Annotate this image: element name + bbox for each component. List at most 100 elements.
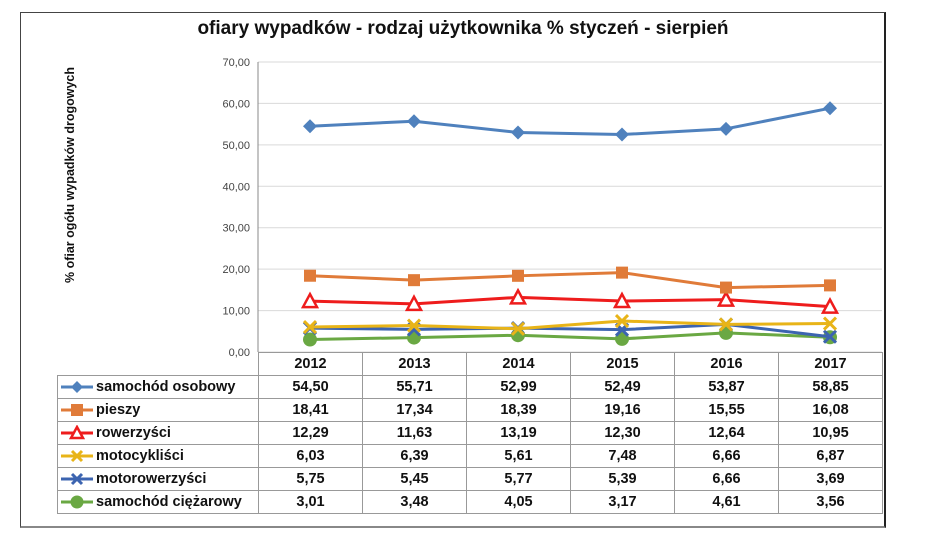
table-row: motocykliści 6,03 6,39 5,61 7,48 6,66 6,87	[57, 444, 883, 468]
data-label: 3,48	[362, 490, 467, 514]
legend-label: samochód ciężarowy	[96, 493, 242, 510]
legend-key-icon	[61, 425, 93, 440]
table-row: motorowerzyści 5,75 5,45 5,77 5,39 6,66 3,69	[57, 467, 883, 491]
data-label: 15,55	[674, 398, 779, 422]
data-point-rowerzyści	[716, 289, 736, 307]
table-header-row: 2012 2013 2014 2015 2016 2017	[58, 352, 883, 376]
y-tick-label: 50,00	[222, 140, 250, 152]
data-point-pieszy	[616, 266, 628, 279]
x-tick-label: 2016	[674, 352, 779, 376]
data-label: 3,01	[258, 490, 363, 514]
series-line-samochód-ciężarowy	[309, 331, 831, 342]
series-line-rowerzyści	[309, 295, 831, 309]
data-label: 5,39	[570, 467, 675, 491]
data-point-samochód-osobowy	[407, 114, 421, 129]
y-tick-label: 10,00	[222, 306, 250, 318]
data-label: 18,41	[258, 398, 363, 422]
table-row: samochód osobowy 54,50 55,71 52,99 52,49 53,8…	[57, 375, 883, 399]
data-label: 5,61	[466, 444, 571, 468]
data-point-samochód-osobowy	[719, 121, 733, 136]
data-point-samochód-ciężarowy	[615, 331, 629, 346]
data-label: 12,30	[570, 421, 675, 445]
data-label: 5,45	[362, 467, 467, 491]
chart-frame	[20, 12, 886, 528]
data-label: 6,66	[674, 444, 779, 468]
data-point-motocykliści	[718, 317, 734, 332]
table-row: pieszy 18,41 17,34 18,39 19,16 15,55 16,08	[57, 398, 883, 422]
data-point-rowerzyści	[820, 296, 840, 314]
legend-entry: samochód ciężarowy	[57, 490, 259, 514]
x-tick-label: 2015	[570, 352, 675, 376]
data-label: 13,19	[466, 421, 571, 445]
data-point-pieszy	[408, 274, 420, 287]
data-table: 2012 2013 2014 2015 2016 2017 samochód osobowy…	[57, 352, 883, 514]
data-point-motocykliści	[614, 313, 630, 329]
legend-entry: motocykliści	[57, 444, 259, 468]
data-label: 7,48	[570, 444, 675, 468]
y-tick-label: 0,00	[229, 347, 250, 359]
data-label: 52,99	[466, 375, 571, 399]
series-line-pieszy	[309, 271, 831, 290]
data-point-samochód-osobowy	[823, 101, 837, 116]
data-label: 6,03	[258, 444, 363, 468]
legend-key-icon	[61, 473, 93, 486]
data-point-motocykliści	[510, 321, 526, 336]
data-point-motocykliści	[302, 319, 318, 335]
y-tick-label: 40,00	[222, 181, 250, 193]
legend-key-icon	[61, 495, 93, 509]
data-label: 6,66	[674, 467, 779, 491]
y-tick-label: 20,00	[222, 264, 250, 276]
x-tick-label: 2012	[258, 352, 363, 376]
data-label: 3,69	[778, 467, 883, 491]
x-tick-label: 2013	[362, 352, 467, 376]
y-tick-label: 70,00	[222, 57, 250, 69]
data-point-samochód-ciężarowy	[303, 332, 317, 347]
data-label: 4,05	[466, 490, 571, 514]
data-point-rowerzyści	[300, 291, 320, 309]
data-label: 18,39	[466, 398, 571, 422]
legend-label: rowerzyści	[96, 424, 171, 441]
x-tick-label: 2014	[466, 352, 571, 376]
legend-entry: pieszy	[57, 398, 259, 422]
chart-title: ofiary wypadków - rodzaj użytkownika % s…	[197, 18, 729, 39]
data-point-samochód-osobowy	[303, 119, 317, 134]
series-line-motorowerzyści	[309, 322, 831, 339]
data-point-rowerzyści	[612, 291, 632, 309]
data-label: 12,64	[674, 421, 779, 445]
data-point-samochód-osobowy	[511, 125, 525, 140]
data-point-motorowerzyści	[822, 329, 838, 344]
y-tick-label: 30,00	[222, 223, 250, 235]
data-label: 16,08	[778, 398, 883, 422]
data-point-pieszy	[304, 269, 316, 282]
series-line-motocykliści	[309, 319, 831, 331]
data-point-pieszy	[824, 279, 836, 292]
data-label: 5,77	[466, 467, 571, 491]
data-label: 3,56	[778, 490, 883, 514]
data-label: 12,29	[258, 421, 363, 445]
data-point-pieszy	[512, 269, 524, 282]
legend-label: pieszy	[96, 401, 141, 418]
table-row: rowerzyści 12,29 11,63 13,19 12,30 12,64 10,95	[57, 421, 883, 445]
legend-key-icon	[61, 404, 93, 417]
legend-label: samochód osobowy	[96, 378, 236, 395]
data-point-samochód-osobowy	[615, 127, 629, 142]
data-label: 17,34	[362, 398, 467, 422]
data-label: 55,71	[362, 375, 467, 399]
x-tick-label: 2017	[778, 352, 883, 376]
data-point-motocykliści	[822, 316, 838, 331]
legend-label: motocykliści	[96, 447, 184, 464]
y-tick-label: 60,00	[222, 98, 250, 110]
data-label: 6,87	[778, 444, 883, 468]
data-label: 54,50	[258, 375, 363, 399]
data-label: 53,87	[674, 375, 779, 399]
data-point-pieszy	[720, 281, 732, 294]
data-point-rowerzyści	[508, 287, 528, 305]
legend-key-icon	[61, 450, 93, 463]
data-label: 11,63	[362, 421, 467, 445]
data-point-motocykliści	[406, 318, 422, 333]
data-label: 6,39	[362, 444, 467, 468]
data-label: 5,75	[258, 467, 363, 491]
data-label: 4,61	[674, 490, 779, 514]
legend-entry: motorowerzyści	[57, 467, 259, 491]
data-label: 58,85	[778, 375, 883, 399]
